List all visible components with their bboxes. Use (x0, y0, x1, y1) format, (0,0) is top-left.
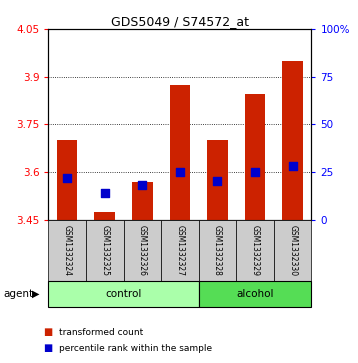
Bar (48, 220, 86, 281)
Bar (199, 220, 236, 281)
Text: GSM1332330: GSM1332330 (288, 225, 297, 276)
Text: alcohol: alcohol (236, 289, 274, 299)
Text: ▶: ▶ (32, 289, 39, 299)
Text: GSM1332329: GSM1332329 (251, 225, 260, 276)
Text: agent: agent (4, 289, 34, 299)
Bar (95, 212, 115, 220)
Text: GSM1332326: GSM1332326 (138, 225, 147, 276)
Text: ■: ■ (43, 327, 52, 337)
Bar (161, 220, 199, 281)
Text: percentile rank within the sample: percentile rank within the sample (59, 344, 212, 353)
Bar (274, 220, 311, 281)
Text: control: control (105, 289, 142, 299)
Text: transformed count: transformed count (59, 328, 143, 337)
Bar (245, 94, 265, 220)
Text: ■: ■ (43, 343, 52, 354)
Text: GSM1332328: GSM1332328 (213, 225, 222, 276)
Point (177, 169, 183, 175)
Bar (236, 220, 274, 281)
Bar (132, 182, 153, 220)
Point (64, 175, 70, 180)
Bar (124, 220, 161, 281)
Text: GSM1332327: GSM1332327 (175, 225, 184, 276)
Bar (282, 61, 303, 220)
Point (252, 169, 258, 175)
Point (214, 179, 220, 184)
Point (140, 182, 145, 188)
Bar (170, 85, 190, 220)
Point (290, 163, 295, 169)
Point (102, 190, 108, 196)
Title: GDS5049 / S74572_at: GDS5049 / S74572_at (111, 15, 249, 28)
Bar (207, 140, 228, 220)
Text: GSM1332324: GSM1332324 (63, 225, 72, 276)
Text: GSM1332325: GSM1332325 (100, 225, 109, 276)
Bar (86, 220, 124, 281)
Bar (57, 140, 77, 220)
Bar (48, 281, 199, 307)
Bar (199, 281, 311, 307)
